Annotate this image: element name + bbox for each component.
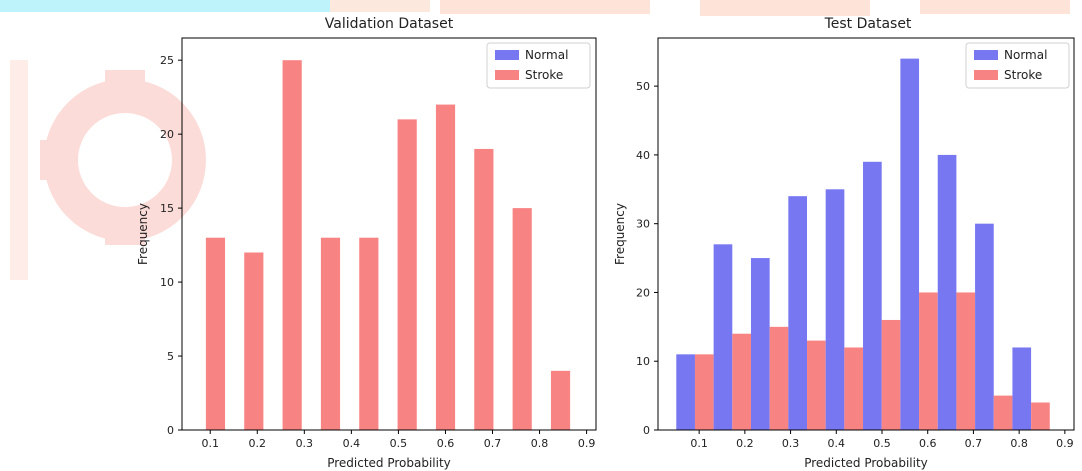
validation-x-tick-label: 0.6 [437,437,455,450]
test-bar-stroke-3 [807,340,826,430]
validation-title: Validation Dataset [325,16,454,32]
validation-x-axis-label: Predicted Probability [327,456,451,470]
test-bar-stroke-7 [956,292,976,430]
test-legend: Normal Stroke [965,42,1070,89]
test-x-tick-label: 0.2 [736,437,754,450]
validation-x-tick-label: 0.7 [484,437,502,450]
test-x-tick-label: 0.1 [690,437,708,450]
test-y-tick-label: 0 [643,424,650,437]
test-plot-frame [657,37,1075,431]
test-bar-stroke-2 [769,326,789,430]
test-bar-normal-3 [788,196,807,430]
test-legend-stroke-label: Stroke [1004,68,1042,82]
validation-bar-stroke-2 [282,60,302,430]
validation-bar-stroke-3 [320,237,341,430]
test-legend-normal-label: Normal [1004,48,1047,62]
test-legend-normal-swatch [974,50,998,60]
test-bar-stroke-0 [694,354,714,430]
test-y-tick-label: 50 [636,80,650,93]
test-y-tick-label: 10 [636,355,650,368]
test-x-axis-label: Predicted Probability [804,456,928,470]
test-bar-normal-0 [676,354,695,430]
test-x-tick-label: 0.9 [1056,437,1074,450]
validation-bar-stroke-6 [435,104,456,430]
watermark-peach-band-2 [440,0,650,14]
validation-y-tick-label: 10 [160,276,174,289]
test-x-tick-label: 0.7 [965,437,983,450]
test-title: Test Dataset [824,16,912,32]
test-chart: Test Dataset 0.1 0.2 0.3 0.4 0.5 0.6 0.7 0.8 0.9… [613,16,1075,470]
validation-bar-stroke-5 [397,119,417,431]
validation-chart: Validation Dataset 0.1 0.2 0.3 0.4 0.5 0.6 0.7… [136,16,597,470]
test-x-ticks: 0.1 0.2 0.3 0.4 0.5 0.6 0.7 0.8 0.9 [690,430,1074,450]
test-bar-stroke-4 [844,347,864,430]
test-bar-normal-1 [713,244,733,430]
validation-bar-stroke-0 [205,237,226,430]
validation-legend: Normal Stroke [486,42,591,89]
validation-bar-stroke-8 [512,208,532,430]
validation-bars [205,60,571,431]
test-bar-normal-2 [750,258,770,430]
watermark-gear-icon [10,60,206,280]
validation-bar-stroke-1 [244,252,264,430]
validation-legend-stroke-swatch [495,70,519,80]
validation-legend-normal-label: Normal [525,48,568,62]
test-bar-stroke-8 [993,395,1013,430]
validation-x-tick-label: 0.4 [343,437,361,450]
test-x-tick-label: 0.5 [873,437,891,450]
validation-x-tick-label: 0.1 [201,437,219,450]
test-bar-normal-8 [975,223,994,430]
watermark-peach-band-4 [920,0,1070,14]
test-y-ticks: 0 10 20 30 40 50 [636,80,658,437]
test-x-tick-label: 0.4 [828,437,846,450]
test-y-tick-label: 30 [636,218,650,231]
validation-x-ticks: 0.1 0.2 0.3 0.4 0.5 0.6 0.7 0.8 0.9 [201,430,595,450]
test-x-tick-label: 0.6 [919,437,937,450]
test-bar-stroke-5 [881,319,901,430]
validation-x-tick-label: 0.2 [249,437,267,450]
validation-y-tick-label: 0 [167,424,174,437]
validation-y-tick-label: 25 [160,54,174,67]
validation-y-ticks: 0 5 10 15 20 25 [160,54,182,437]
validation-x-tick-label: 0.9 [578,437,596,450]
validation-bar-stroke-9 [550,370,571,430]
validation-bar-stroke-7 [474,148,494,430]
test-x-tick-label: 0.3 [782,437,800,450]
validation-y-axis-label: Frequency [136,203,150,265]
test-y-tick-label: 40 [636,149,650,162]
test-bar-normal-6 [900,58,920,430]
test-bar-normal-4 [825,189,845,430]
test-bar-stroke-1 [732,333,751,430]
watermark-cyan-band [0,0,330,12]
test-bar-normal-9 [1012,347,1032,430]
watermark-peach-band-3 [700,0,870,16]
validation-y-tick-label: 20 [160,128,174,141]
test-y-tick-label: 20 [636,286,650,299]
test-bar-normal-7 [937,154,957,430]
test-x-tick-label: 0.8 [1010,437,1028,450]
test-bar-stroke-9 [1031,402,1050,430]
validation-legend-normal-swatch [495,50,519,60]
validation-x-tick-label: 0.5 [390,437,408,450]
validation-bar-stroke-4 [359,237,379,430]
validation-y-tick-label: 15 [160,202,174,215]
validation-plot-frame [181,37,597,431]
validation-legend-stroke-label: Stroke [525,68,563,82]
test-bar-normal-5 [863,161,882,431]
watermark-peach-band-1 [330,0,430,12]
validation-x-tick-label: 0.8 [531,437,549,450]
test-legend-stroke-swatch [974,70,998,80]
test-bar-stroke-6 [919,292,938,430]
validation-x-tick-label: 0.3 [296,437,314,450]
test-y-axis-label: Frequency [613,203,627,265]
validation-y-tick-label: 5 [167,350,174,363]
test-bars [676,58,1050,431]
